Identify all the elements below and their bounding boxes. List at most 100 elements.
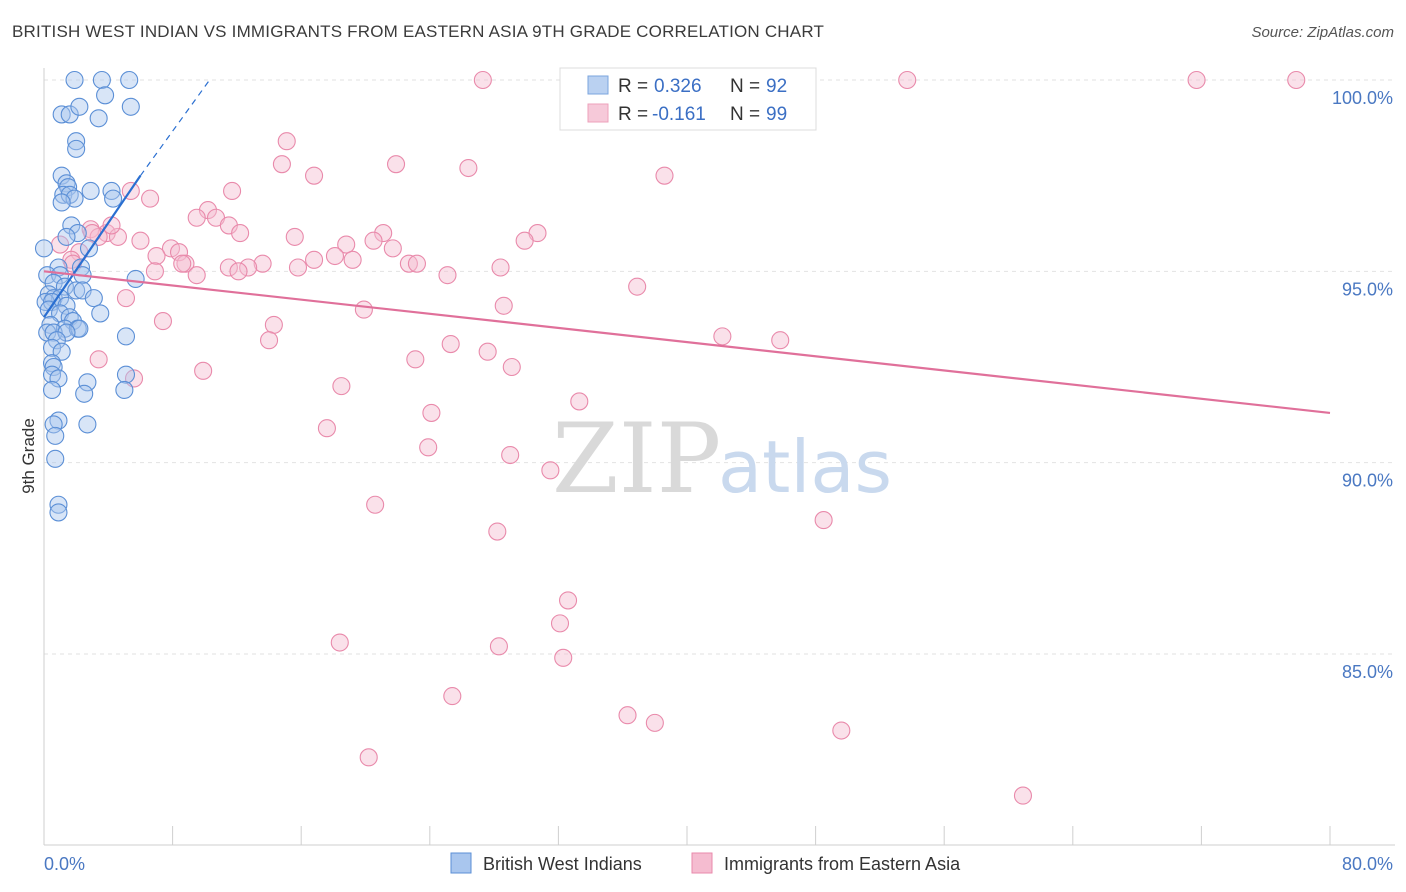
pink-data-point [187, 266, 206, 285]
blue-data-point [68, 224, 87, 243]
blue-data-point [42, 338, 62, 357]
pink-data-point [153, 312, 173, 331]
pink-data-point [277, 132, 296, 151]
blue-data-point [92, 70, 111, 90]
blue-data-point [42, 380, 62, 400]
blue-data-point [57, 227, 76, 246]
pink-data-point [116, 289, 136, 308]
pink-data-point [628, 277, 647, 296]
pink-data-point [364, 231, 383, 250]
blue-data-point [91, 304, 110, 323]
pink-data-point [443, 687, 462, 706]
pink-data-point [131, 231, 150, 250]
blue-data-point [126, 269, 145, 289]
pink-data-point [229, 262, 248, 281]
pink-data-point [145, 262, 164, 281]
pink-data-point [337, 235, 356, 254]
pink-data-point [407, 254, 426, 273]
pink-data-point [173, 254, 192, 273]
pink-data-point [359, 748, 378, 767]
blue-data-point [65, 70, 84, 90]
blue-data-point [67, 281, 86, 300]
pink-data-point [438, 266, 457, 285]
chart-title: BRITISH WEST INDIAN VS IMMIGRANTS FROM E… [12, 22, 825, 41]
pink-data-point [223, 181, 242, 201]
pink-data-point [264, 315, 283, 334]
pink-data-point [558, 591, 578, 610]
blue-trend-extension [139, 79, 211, 177]
pink-data-point [459, 158, 478, 178]
blue-data-point [116, 327, 136, 346]
pink-data-point [187, 208, 206, 227]
legend-r-value-blue: 0.326 [654, 76, 702, 97]
pink-data-point [550, 614, 570, 633]
blue-data-point [57, 296, 76, 315]
bottom-legend: British West Indians Immigrants from Eas… [450, 852, 961, 874]
pink-data-point [515, 231, 534, 250]
y-tick-label: 85.0% [1342, 662, 1393, 682]
legend-n-value-blue: 92 [766, 76, 787, 97]
pink-data-point [478, 342, 497, 361]
y-axis-label: 9th Grade [19, 418, 38, 494]
pink-data-point [473, 70, 492, 90]
bottom-legend-swatch-blue [450, 852, 472, 874]
blue-data-point [102, 181, 121, 201]
blue-trend-line [43, 175, 142, 318]
legend-n-value-pink: 99 [766, 104, 787, 125]
blue-data-point [104, 189, 123, 208]
blue-data-point [70, 97, 89, 116]
blue-data-point [49, 369, 68, 388]
pink-data-point [488, 522, 507, 541]
pink-data-point [494, 296, 513, 315]
grid-lines [44, 79, 1395, 655]
pink-data-point [253, 254, 272, 273]
blue-data-point [115, 380, 134, 400]
blue-data-point [84, 289, 103, 308]
pink-data-point [618, 706, 637, 725]
legend-n-label-blue: N = [730, 76, 760, 97]
pink-data-point [406, 350, 425, 369]
y-tick-label: 90.0% [1342, 471, 1393, 491]
blue-data-point [38, 266, 57, 285]
blue-data-point [60, 105, 79, 124]
blue-data-point [62, 216, 81, 235]
pink-data-point [554, 648, 573, 667]
blue-data-point [44, 273, 63, 292]
pink-data-point [383, 239, 402, 258]
blue-data-point [46, 426, 65, 445]
legend-n-label-pink: N = [730, 104, 760, 125]
blue-data-point [44, 357, 63, 377]
legend-r-label-pink: R = [618, 104, 648, 125]
blue-data-point [44, 415, 63, 434]
pink-data-point [570, 392, 589, 411]
top-legend: R = 0.326 N = 92 R = -0.161 N = 99 [559, 67, 817, 131]
blue-data-point [51, 266, 70, 285]
blue-data-point [116, 365, 136, 384]
pink-data-point [491, 258, 510, 277]
blue-data-point [46, 449, 65, 468]
pink-data-point [317, 419, 336, 438]
pink-data-point [422, 403, 441, 422]
pink-data-point [771, 331, 790, 350]
blue-data-point [81, 181, 100, 201]
pink-data-point [814, 511, 833, 530]
blue-series-points [34, 70, 145, 522]
pink-data-point [272, 155, 291, 174]
pink-data-point [239, 258, 258, 277]
bottom-legend-swatch-pink [691, 852, 713, 874]
pink-data-point [1187, 70, 1206, 90]
pink-data-point [655, 166, 674, 185]
legend-swatch-pink [587, 103, 609, 123]
pink-data-point [231, 224, 250, 243]
bottom-legend-label-blue: British West Indians [483, 854, 642, 874]
blue-data-point [67, 139, 86, 158]
pink-data-point [489, 637, 508, 656]
trend-lines [43, 79, 1331, 415]
pink-data-point [89, 350, 108, 369]
pink-data-point [502, 357, 521, 377]
legend-r-label-blue: R = [618, 76, 648, 97]
pink-data-point [169, 243, 189, 262]
blue-data-point [96, 86, 115, 105]
legend-r-value-pink: -0.161 [652, 104, 706, 125]
